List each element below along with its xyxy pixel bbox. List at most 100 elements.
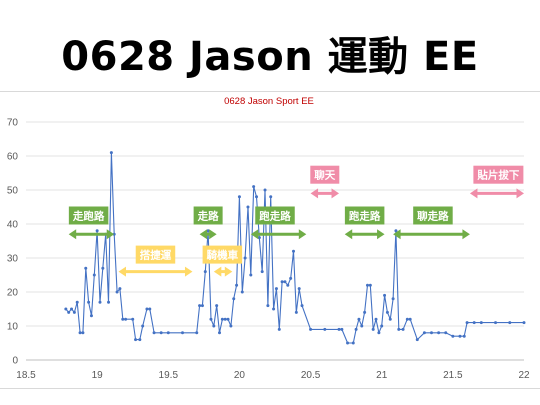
data-point [255, 195, 259, 199]
data-point [134, 338, 138, 342]
data-point [363, 310, 367, 314]
annotation-label: 聊走路 [417, 210, 449, 223]
annotation-arrowhead [68, 229, 77, 240]
annotation-label: 聊天 [314, 169, 335, 182]
data-point [422, 331, 426, 335]
data-point [72, 310, 76, 314]
data-point [465, 321, 469, 325]
data-point [212, 324, 216, 328]
data-point [346, 341, 350, 345]
data-point [81, 331, 85, 335]
annotation-label-box [135, 245, 176, 264]
x-tick-label: 19.5 [159, 370, 179, 381]
data-point [260, 270, 264, 274]
annotation-label-box [473, 165, 524, 184]
data-point [124, 317, 128, 321]
y-tick-label: 10 [7, 322, 19, 333]
x-tick-label: 18.5 [16, 370, 36, 381]
annotation-arrowhead [344, 229, 353, 240]
data-point [408, 317, 412, 321]
data-point [458, 334, 462, 338]
annotation-arrowhead [224, 266, 233, 277]
data-point [444, 331, 448, 335]
data-point [383, 293, 387, 297]
annotation-label-box [68, 206, 109, 225]
slide-title: 0628 Jason 運動 EE [61, 34, 479, 80]
series-line [65, 152, 524, 344]
data-point [354, 327, 358, 331]
data-point [220, 317, 224, 321]
data-point [309, 327, 313, 331]
data-point [462, 334, 466, 338]
data-point [385, 310, 389, 314]
chart-frame [0, 91, 540, 389]
x-tick-label: 19 [92, 370, 104, 381]
data-point [274, 287, 278, 291]
data-point [84, 266, 88, 270]
data-point [98, 300, 102, 304]
annotation-arrowhead [209, 229, 217, 240]
data-point [166, 331, 170, 335]
data-point [508, 321, 512, 325]
data-point [380, 324, 384, 328]
annotation-label-box [193, 206, 223, 225]
x-tick-label: 20.5 [301, 370, 321, 381]
data-point [95, 229, 99, 233]
data-point [70, 307, 74, 311]
annotation-arrowhead [462, 229, 470, 240]
data-point [200, 304, 204, 308]
data-point [89, 314, 93, 318]
data-point [109, 151, 113, 155]
data-point [286, 283, 290, 287]
annotation-arrowhead [393, 229, 401, 240]
data-point [92, 273, 96, 277]
data-point [451, 334, 455, 338]
data-point [145, 307, 149, 311]
annotation-label-box [344, 206, 385, 225]
x-tick-label: 21.5 [443, 370, 463, 381]
data-point [300, 304, 304, 308]
y-tick-label: 30 [7, 254, 19, 265]
data-point [87, 300, 91, 304]
data-point [235, 283, 239, 287]
data-point [246, 205, 250, 209]
data-point [388, 317, 392, 321]
data-point [78, 331, 82, 335]
data-point [351, 341, 355, 345]
annotation-arrowhead [213, 266, 222, 277]
data-point [272, 307, 276, 311]
data-point [391, 297, 395, 301]
data-point [377, 331, 381, 335]
data-point [269, 195, 273, 199]
data-point [401, 327, 405, 331]
data-point [294, 310, 298, 314]
data-point [206, 229, 210, 233]
annotation-label: 走跑路 [72, 210, 105, 223]
annotation-arrowhead [298, 229, 307, 240]
data-point [101, 266, 105, 270]
annotation-label: 跑走路 [259, 210, 291, 223]
annotation-arrowhead [118, 266, 126, 277]
data-point [249, 273, 253, 277]
data-point [283, 280, 287, 284]
y-tick-label: 20 [7, 288, 19, 299]
data-point [243, 256, 247, 260]
y-tick-label: 50 [7, 186, 19, 197]
data-point [218, 331, 222, 335]
annotation-arrowhead [331, 188, 340, 199]
data-point [337, 327, 341, 331]
y-tick-label: 70 [7, 118, 19, 129]
data-point [397, 327, 401, 331]
data-point [277, 327, 281, 331]
x-tick-label: 22 [518, 370, 530, 381]
data-point [323, 327, 327, 331]
data-point [360, 324, 364, 328]
annotation-arrowhead [310, 188, 319, 199]
annotation-arrowhead [469, 188, 478, 199]
y-tick-label: 40 [7, 220, 19, 231]
data-point [223, 317, 227, 321]
y-tick-label: 60 [7, 152, 19, 163]
data-point [203, 270, 207, 274]
